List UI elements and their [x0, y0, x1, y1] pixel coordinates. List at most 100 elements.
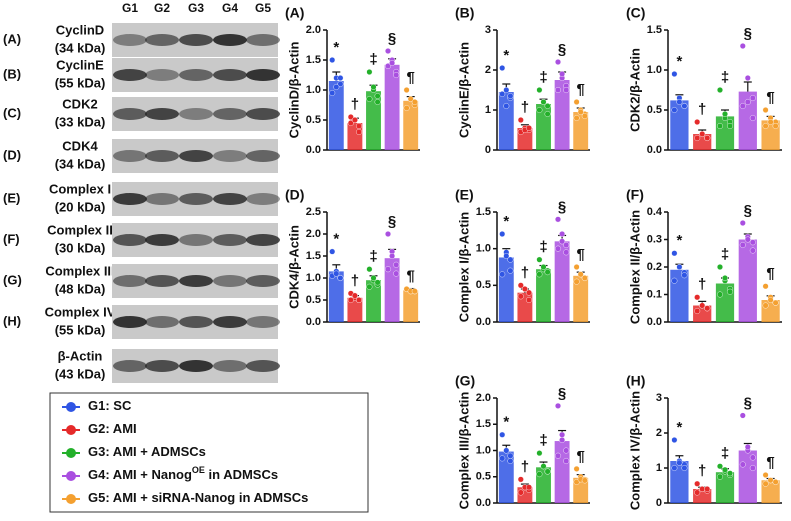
significance-mark: † [698, 463, 706, 480]
blot-band [213, 193, 247, 205]
data-point [676, 98, 683, 105]
data-point [559, 437, 566, 444]
data-point [694, 308, 701, 315]
data-point [507, 452, 514, 459]
data-point [704, 486, 711, 493]
data-point [744, 74, 751, 81]
data-point [536, 106, 543, 113]
data-point [749, 454, 756, 461]
data-point [563, 86, 570, 93]
blot-band [145, 275, 179, 287]
y-tick-label: 1.0 [476, 444, 491, 456]
y-axis-label: CyclinD/β-Actin [286, 42, 301, 139]
data-point [347, 297, 354, 304]
blot-label: Complex IV [45, 304, 116, 319]
blot-band [246, 234, 280, 246]
significance-mark: * [676, 232, 682, 249]
data-point [525, 297, 532, 304]
y-axis-label: Complex III/β-Actin [456, 392, 471, 510]
data-point [671, 106, 678, 113]
panel-label: (H) [626, 373, 645, 389]
bar [384, 64, 400, 150]
blot-band [246, 150, 280, 162]
data-point [507, 256, 514, 263]
blot-panel: (D) [3, 147, 21, 162]
data-point [355, 128, 362, 135]
y-tick-label: 0.5 [306, 114, 321, 126]
data-point [536, 471, 543, 478]
y-axis-label: CyclinE/β-Actin [456, 42, 471, 138]
bar [536, 269, 551, 322]
data-point [716, 122, 723, 129]
blot-band [213, 69, 247, 81]
y-tick-label: 0 [485, 144, 491, 156]
blot-band [213, 234, 247, 246]
blot-panel: (C) [3, 105, 21, 120]
data-point [722, 275, 729, 282]
significance-mark: ¶ [577, 246, 585, 263]
y-tick-label: 0.4 [647, 206, 663, 218]
y-tick-label: 1.5 [306, 54, 321, 66]
data-point [694, 134, 701, 141]
data-point [525, 484, 532, 491]
blot-band [113, 150, 147, 162]
data-point [704, 134, 711, 141]
data-point [762, 472, 769, 479]
legend-marker [66, 402, 76, 412]
data-point [581, 275, 588, 282]
data-point [337, 80, 344, 87]
y-tick-label: 3 [485, 24, 491, 36]
data-point [744, 444, 751, 451]
data-point [681, 102, 688, 109]
blot-band [213, 34, 247, 46]
bar [670, 461, 689, 503]
blot-kda: (55 kDa) [55, 75, 106, 90]
blot-panel: (F) [3, 231, 20, 246]
data-point [716, 473, 723, 480]
blot-band [179, 234, 213, 246]
data-point [499, 90, 506, 97]
y-tick-label: 0.5 [476, 471, 491, 483]
significance-mark: § [558, 385, 566, 402]
blot-kda: (33 kDa) [55, 114, 106, 129]
significance-mark: * [333, 39, 339, 56]
legend-text: in ADMSCs [205, 467, 278, 482]
data-point [351, 292, 358, 299]
data-point [573, 278, 580, 285]
data-point [772, 122, 779, 129]
data-point [671, 277, 678, 284]
y-tick-label: 1.0 [306, 84, 321, 96]
data-point [503, 102, 510, 109]
y-tick-label: 1.0 [476, 243, 491, 255]
data-point [525, 289, 532, 296]
data-point [762, 480, 769, 487]
data-point [370, 275, 377, 282]
data-point [749, 239, 756, 246]
legend-text: G2: AMI [88, 421, 137, 436]
significance-mark: ‡ [539, 239, 547, 256]
blot-kda: (34 kDa) [55, 156, 106, 171]
data-point [581, 477, 588, 484]
data-point [544, 102, 551, 109]
data-point [507, 92, 514, 99]
data-point [536, 256, 543, 263]
data-point [577, 271, 584, 278]
y-tick-label: 0 [656, 497, 662, 509]
blot-band [145, 360, 179, 372]
blot-kda: (48 kDa) [55, 281, 106, 296]
data-point [544, 110, 551, 117]
data-point [403, 86, 410, 93]
bar [498, 257, 514, 322]
data-point [503, 447, 510, 454]
significance-mark: * [676, 53, 682, 70]
bar [554, 241, 570, 322]
data-point [749, 465, 756, 472]
blot-band [179, 275, 213, 287]
y-tick-label: 0.2 [647, 261, 662, 273]
significance-mark: † [698, 101, 706, 118]
data-point [739, 102, 746, 109]
significance-mark: § [388, 30, 396, 47]
blot-label: Complex III [45, 263, 114, 278]
y-tick-label: 2.5 [306, 206, 321, 218]
